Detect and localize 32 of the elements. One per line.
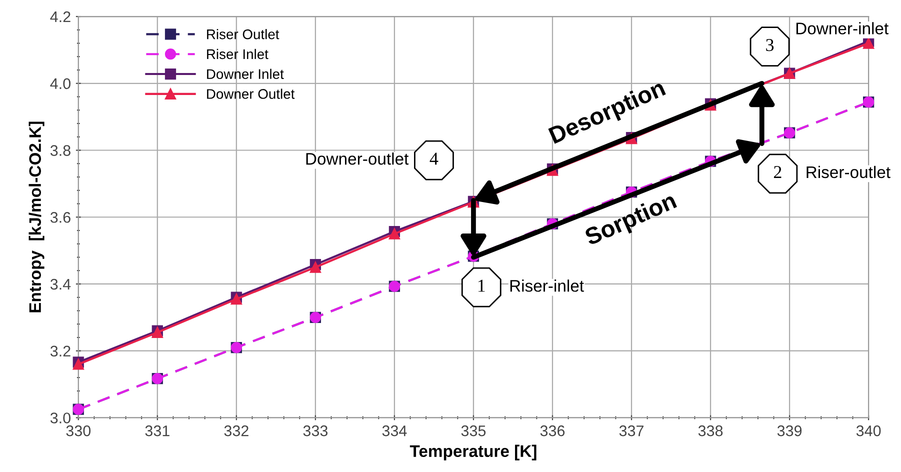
x-tick-label: 330 bbox=[66, 425, 91, 436]
y-tick-label: 3.2 bbox=[50, 346, 70, 357]
y-tick-label: 3.4 bbox=[50, 278, 71, 290]
y-tick-label: 4.2 bbox=[50, 11, 70, 22]
legend-label: Downer Outlet bbox=[207, 88, 295, 99]
y-tick-label: 3.0 bbox=[50, 412, 70, 424]
annotation: 4 bbox=[430, 152, 438, 165]
annotation: 2 bbox=[774, 166, 782, 178]
annotation: 3 bbox=[766, 38, 774, 52]
x-tick-label: 331 bbox=[145, 425, 170, 436]
legend-label: Riser Inlet bbox=[207, 48, 268, 60]
x-tick-label: 337 bbox=[619, 425, 644, 436]
x-tick-label: 332 bbox=[224, 425, 248, 436]
annotation: Downer-inlet bbox=[796, 22, 889, 34]
x-tick-label: 335 bbox=[461, 425, 486, 436]
y-tick-label: 3.8 bbox=[50, 145, 70, 156]
legend-label: Riser Outlet bbox=[207, 29, 280, 40]
y-axis-title: Entropy [kJ/mol-CO2.K] bbox=[28, 122, 44, 312]
annotation: 1 bbox=[478, 280, 485, 292]
x-axis-title: Temperature [K] bbox=[410, 444, 536, 460]
y-tick-label: 3.6 bbox=[50, 212, 70, 223]
x-tick-label: 336 bbox=[540, 425, 565, 436]
y-tick-label: 4.0 bbox=[50, 78, 70, 90]
annotation: Downer-outlet bbox=[306, 152, 409, 165]
x-tick-label: 334 bbox=[382, 425, 407, 436]
annotation: Riser-outlet bbox=[806, 166, 890, 178]
x-tick-label: 339 bbox=[777, 425, 802, 436]
x-tick-label: 338 bbox=[698, 425, 723, 436]
x-tick-label: 340 bbox=[856, 425, 881, 436]
legend-label: Downer Inlet bbox=[207, 68, 284, 80]
x-tick-label: 333 bbox=[303, 425, 328, 436]
annotation: Riser-inlet bbox=[510, 280, 584, 292]
